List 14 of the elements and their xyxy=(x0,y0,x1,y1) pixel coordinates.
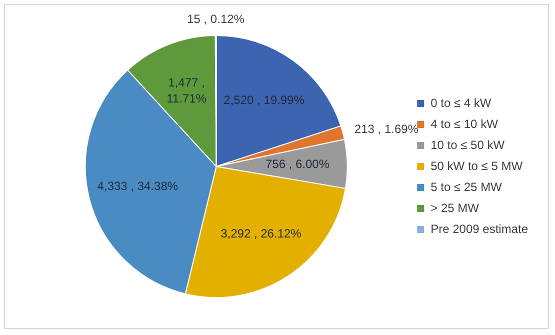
data-label: 15 , 0.12% xyxy=(187,12,245,26)
data-label: 756 , 6.00% xyxy=(265,157,330,172)
data-label: 2,520 , 19.99% xyxy=(224,93,305,108)
legend-label: 4 to ≤ 10 kW xyxy=(430,116,499,131)
legend-label: 5 to ≤ 25 MW xyxy=(430,180,503,194)
legend-label: 10 to ≤ 50 kW xyxy=(430,138,506,152)
data-label: 213 , 1.69% xyxy=(354,122,419,136)
data-label: 4,333 , 34.38% xyxy=(97,179,178,194)
data-label: 3,292 , 26.12% xyxy=(220,226,302,241)
legend-label: Pre 2009 estimate xyxy=(430,222,528,236)
legend-label: 0 to ≤ 4 kW xyxy=(430,96,492,110)
data-label: 1,477 , 11.71% xyxy=(166,75,207,106)
legend-label: > 25 MW xyxy=(430,200,480,215)
legend-label: 50 kW to ≤ 5 MW xyxy=(430,158,524,173)
